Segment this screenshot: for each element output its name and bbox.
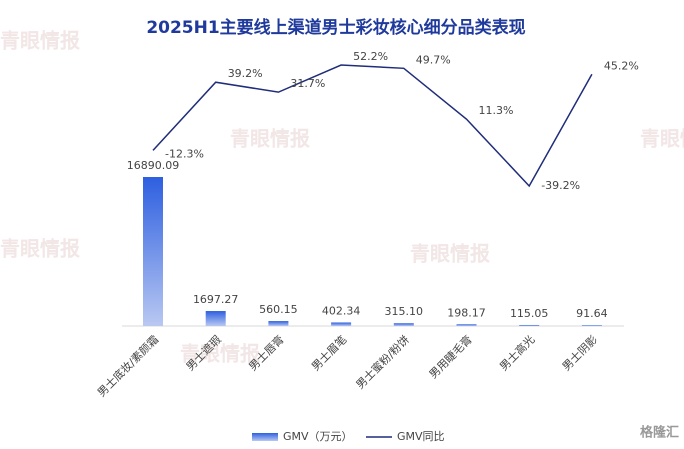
bar	[331, 322, 352, 326]
line-value-label: -39.2%	[541, 179, 580, 192]
logo: 格隆汇	[640, 425, 679, 441]
bar-value-label: 560.15	[259, 303, 298, 316]
line-value-label: 39.2%	[228, 67, 263, 80]
bar-value-label: 315.10	[385, 305, 424, 318]
bar	[205, 311, 226, 326]
x-tick-label: 男士阴影	[560, 333, 600, 373]
line-value-label: -12.3%	[165, 147, 204, 160]
legend-label: GMV同比	[397, 430, 445, 443]
chart-title: 2025H1主要线上渠道男士彩妆核心细分品类表现	[146, 17, 525, 38]
watermark: 青眼情报	[0, 237, 80, 261]
x-tick-label: 男士蜜粉/粉饼	[353, 332, 412, 391]
legend-label: GMV（万元）	[283, 430, 353, 443]
line-value-label: 45.2%	[604, 59, 639, 72]
watermark: 青眼情报	[640, 127, 684, 151]
bar	[456, 324, 477, 326]
bar-value-label: 402.34	[322, 304, 361, 317]
watermarks: 青眼情报 青眼情报 青眼情报 青眼情报 青眼情报 青眼情报	[0, 29, 684, 366]
bar	[393, 323, 414, 326]
watermark: 青眼情报	[0, 29, 80, 53]
legend-swatch	[252, 433, 278, 441]
bar	[268, 321, 289, 326]
bar-value-label: 1697.27	[193, 293, 239, 306]
bar	[143, 177, 163, 326]
bar-value-label: 198.17	[447, 306, 486, 319]
watermark: 青眼情报	[230, 127, 310, 151]
bar-value-label: 115.05	[510, 307, 549, 320]
x-tick-label: 男用睫毛膏	[426, 332, 475, 381]
watermark: 青眼情报	[410, 242, 490, 266]
bar	[581, 325, 602, 326]
line-value-label: 49.7%	[416, 53, 451, 66]
bar-value-label: 16890.09	[127, 159, 180, 172]
bar-value-label: 91.64	[576, 307, 608, 320]
x-tick-label: 男士眉笔	[308, 332, 349, 373]
line	[152, 64, 593, 188]
line-value-label: 31.7%	[290, 77, 325, 90]
line-value-label: 11.3%	[479, 104, 514, 117]
x-tick-label: 男士高光	[496, 332, 537, 373]
bar	[519, 324, 540, 326]
x-tick-label: 男士底妆/素颜霜	[94, 332, 161, 399]
line-value-label: 52.2%	[353, 50, 388, 63]
watermark: 青眼情报	[180, 342, 260, 366]
